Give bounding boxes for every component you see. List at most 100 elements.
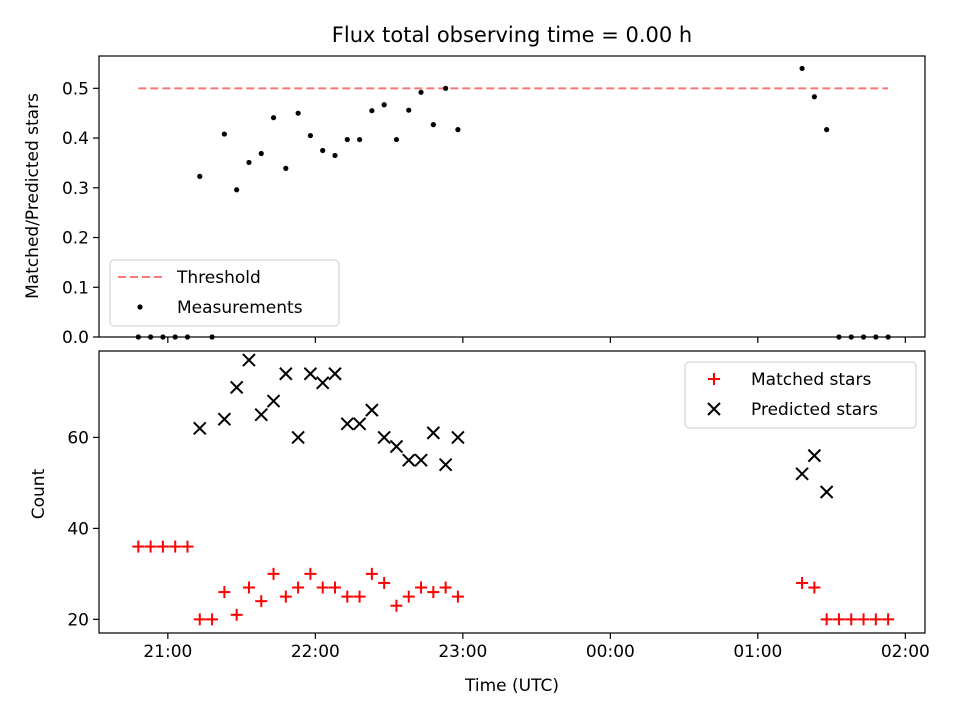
ratio-y-axis-label: Matched/Predicted stars	[23, 93, 43, 299]
matched-star-point	[378, 576, 391, 589]
count-y-axis-label: Count	[29, 468, 49, 519]
measurement-point	[307, 132, 314, 139]
y-tick-label: 0.5	[62, 79, 89, 99]
x-tick-label: 21:00	[143, 642, 192, 662]
predicted-legend-marker	[707, 402, 721, 416]
y-tick-label: 0.3	[62, 179, 89, 199]
y-tick-label: 60	[67, 428, 89, 448]
measurement-point	[295, 110, 301, 116]
x-tick-label: 01:00	[733, 642, 782, 662]
matched-star-point	[206, 613, 219, 626]
measurements-legend-swatch	[137, 304, 143, 310]
measurement-point	[824, 127, 830, 133]
x-tick-label: 02:00	[881, 642, 930, 662]
matched-star-point	[427, 586, 440, 599]
matched-star-point	[292, 581, 305, 594]
measurement-point	[283, 165, 289, 171]
predicted-star-point	[426, 426, 441, 440]
predicted-star-point	[365, 403, 379, 417]
predicted-star-point	[438, 458, 453, 472]
measurement-point	[811, 94, 817, 100]
measurement-point	[197, 173, 203, 179]
predicted-star-point	[389, 439, 404, 454]
predicted-legend-label: Predicted stars	[751, 400, 878, 420]
predicted-star-point	[352, 417, 367, 431]
matched-star-point	[255, 595, 268, 608]
plot-frame	[98, 350, 926, 634]
y-tick-label: 40	[67, 519, 89, 539]
measurement-point	[221, 131, 227, 137]
matched-legend-swatch	[708, 373, 720, 385]
predicted-star-point	[316, 376, 330, 390]
matched-star-point	[329, 581, 341, 594]
measurement-point	[418, 89, 424, 95]
matched-star-point	[181, 540, 194, 553]
matched-star-point	[451, 590, 464, 603]
threshold-legend-label: Threshold	[176, 268, 261, 288]
matched-star-point	[316, 581, 329, 594]
measurement-point	[246, 159, 252, 166]
measurement-point	[320, 147, 326, 154]
predicted-star-point	[229, 380, 244, 395]
measurement-point	[356, 136, 363, 143]
matched-star-point	[144, 540, 157, 553]
predicted-star-point	[451, 430, 465, 445]
measurement-point	[381, 102, 387, 108]
ratio-legend-box	[109, 259, 340, 327]
matched-star-point	[341, 590, 354, 603]
predicted-star-point	[291, 430, 305, 445]
matched-star-point	[857, 613, 870, 626]
predicted-star-point	[242, 353, 256, 367]
ratio-axes: 0.0 0.1 0.2 0.3 0.4 0.5	[62, 55, 926, 348]
measurement-point	[455, 127, 461, 133]
ratio-panel: Flux total observing time = 0.00 h Match…	[23, 23, 926, 348]
measurement-point	[344, 136, 350, 143]
matched-star-point	[820, 613, 833, 626]
chart-title: Flux total observing time = 0.00 h	[332, 23, 692, 47]
x-tick-label: 00:00	[586, 642, 635, 662]
time-x-axis-label: Time (UTC)	[464, 676, 559, 696]
measurement-point	[443, 85, 449, 91]
predicted-star-point	[279, 367, 293, 381]
predicted-star-point	[402, 453, 416, 467]
predicted-star-point	[303, 367, 318, 381]
x-tick-label: 23:00	[438, 642, 487, 662]
measurement-point	[369, 108, 375, 114]
matched-star-point	[832, 613, 845, 626]
matched-star-point	[353, 590, 366, 603]
matched-star-point	[808, 581, 821, 594]
y-tick-label: 20	[67, 610, 89, 630]
matched-star-point	[796, 576, 809, 589]
predicted-star-point	[328, 367, 342, 381]
count-panel: Count Time (UTC) 21:00 22:00 23:00 00:00 01:…	[29, 350, 930, 696]
predicted-star-point	[377, 430, 391, 445]
plot-frame	[98, 55, 926, 338]
predicted-star-point	[217, 412, 232, 426]
matched-legend-marker	[708, 373, 720, 385]
matched-star-point	[882, 613, 895, 626]
measurement-point	[430, 122, 436, 128]
measurement-point	[332, 152, 338, 159]
predicted-star-point	[795, 467, 809, 481]
matched-legend-label: Matched stars	[751, 370, 871, 390]
count-marks	[132, 353, 895, 626]
matched-star-point	[402, 590, 415, 603]
matched-star-point	[242, 581, 255, 594]
x-tick-label: 22:00	[291, 642, 340, 662]
y-tick-label: 0.0	[62, 328, 89, 348]
matched-star-point	[845, 613, 858, 626]
matched-star-point	[193, 613, 206, 626]
predicted-star-point	[193, 421, 207, 436]
measurements-legend-label: Measurements	[177, 298, 303, 318]
count-legend: Matched stars Predicted stars	[684, 361, 917, 429]
predicted-legend-swatch	[707, 402, 721, 416]
matched-star-point	[132, 540, 145, 553]
matched-star-point	[869, 613, 882, 626]
measurement-point	[270, 115, 277, 121]
predicted-star-point	[340, 417, 354, 431]
measurement-point	[393, 136, 400, 143]
y-tick-label: 0.2	[62, 229, 89, 249]
matched-star-point	[415, 581, 428, 594]
